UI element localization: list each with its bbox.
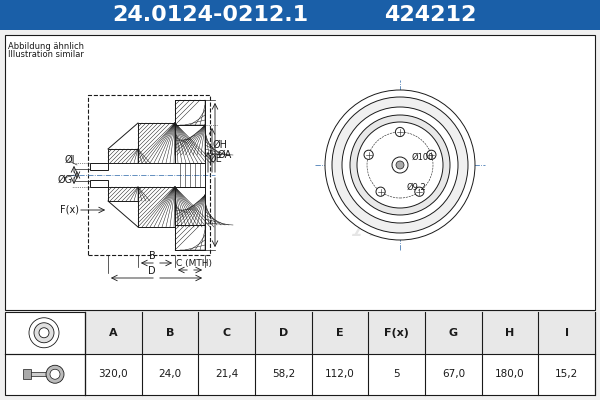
Bar [90,180,108,187]
Text: ØI: ØI [65,155,76,165]
Text: H: H [505,328,515,338]
Bar [26,372,46,376]
Text: 112,0: 112,0 [325,369,355,379]
Text: ØH: ØH [213,140,228,150]
Text: 320,0: 320,0 [98,369,128,379]
Circle shape [427,150,436,160]
Text: A: A [109,328,118,338]
Text: 180,0: 180,0 [495,369,525,379]
Circle shape [325,90,475,240]
Circle shape [392,157,408,173]
Text: 67,0: 67,0 [442,369,465,379]
Circle shape [357,122,443,208]
Circle shape [364,150,373,160]
Text: 24,0: 24,0 [158,369,182,379]
Bar [138,123,175,163]
Circle shape [376,187,385,196]
Bar [138,187,175,227]
Circle shape [34,323,54,343]
Circle shape [50,369,60,379]
Circle shape [39,328,49,338]
Text: 5: 5 [394,369,400,379]
Circle shape [342,107,458,223]
Text: ØG: ØG [58,175,73,185]
Text: D: D [148,266,156,276]
Text: F(x): F(x) [60,205,79,215]
Text: 424212: 424212 [384,5,476,25]
Text: I: I [565,328,569,338]
Text: 24.0124-0212.1: 24.0124-0212.1 [112,5,308,25]
Bar [5,312,595,395]
Text: E: E [336,328,344,338]
Text: 21,4: 21,4 [215,369,238,379]
Bar [108,149,138,163]
Bar [175,187,205,225]
Text: 15,2: 15,2 [555,369,578,379]
Text: B: B [166,328,174,338]
Circle shape [332,97,468,233]
Text: C: C [223,328,231,338]
Circle shape [29,318,59,348]
Bar [85,312,595,354]
Text: Ate: Ate [354,206,426,244]
Text: G: G [449,328,458,338]
Circle shape [415,187,424,196]
Text: F(x): F(x) [384,328,409,338]
Text: C (MTH): C (MTH) [176,259,212,268]
Bar [0,0,600,30]
Bar [88,95,210,255]
Text: Illustration similar: Illustration similar [8,50,84,59]
Bar [175,125,205,163]
Text: B: B [149,251,155,261]
Bar [90,163,108,170]
Bar [175,100,205,125]
Circle shape [46,365,64,383]
Circle shape [350,115,450,215]
Text: 58,2: 58,2 [272,369,295,379]
Bar [108,187,138,201]
Bar [5,35,595,310]
Text: Ø9,2: Ø9,2 [407,183,427,192]
Bar [175,225,205,250]
Text: Abbildung ähnlich: Abbildung ähnlich [8,42,84,51]
Text: Ø100: Ø100 [412,153,434,162]
Text: ØA: ØA [218,150,232,160]
Text: D: D [279,328,288,338]
Circle shape [395,127,404,137]
Circle shape [396,161,404,169]
Bar [23,369,31,379]
Text: ØE: ØE [209,154,223,164]
